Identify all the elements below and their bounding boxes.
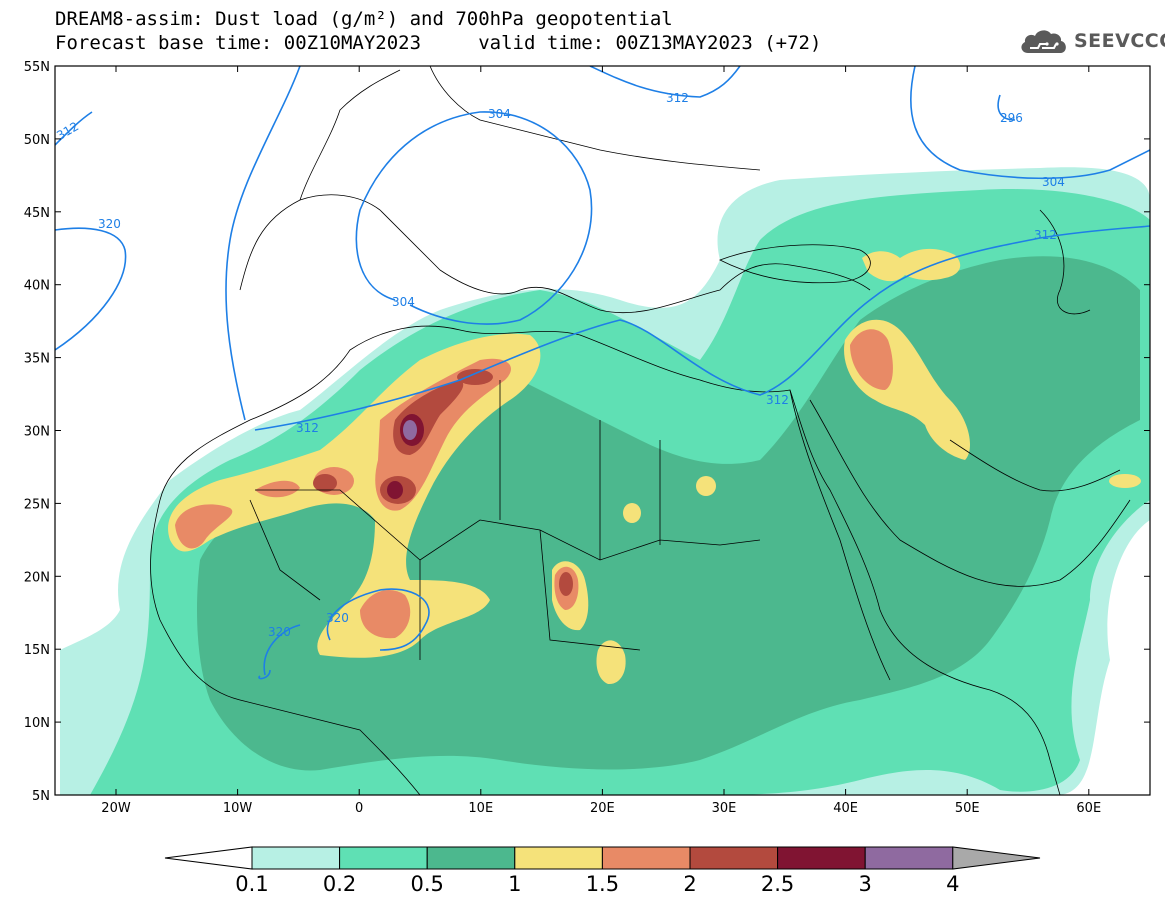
lon-label: 20E [590,801,615,816]
dust-level-1 [1109,474,1141,488]
dust-level-1 [862,248,961,282]
colorbar-level-label: 1.5 [585,872,620,896]
contour-label: 312 [1034,228,1057,242]
africa-coast [159,325,1061,795]
contour-label: 320 [98,217,121,231]
dust-shading [60,167,1150,795]
dust-level-1.5 [360,590,411,639]
contour-312-north [589,66,741,98]
dust-level-3 [403,420,417,440]
contour-label: 312 [766,393,789,407]
dust-level-1.5 [175,504,233,549]
dust-level-1.5 [375,358,511,511]
dust-level-2 [313,474,337,492]
colorbar-level-label: 4 [946,872,960,896]
map-title: DREAM8-assim: Dust load (g/m²) and 700hP… [55,8,673,30]
colorbar-over-arrow [952,846,1041,870]
lat-label: 30N [24,425,50,440]
colorbar-level-label: 1 [508,872,522,896]
colorbar-swatch [777,846,866,870]
contour-312-main [254,225,1150,431]
colorbar-swatch [426,846,516,870]
lon-label: 10E [468,801,493,816]
arabia-coast [809,399,1131,587]
lon-axis: 20W 10W 0 10E 20E 30E 40E 50E 60E [101,66,1101,816]
persian-gulf [949,439,1121,492]
geopotential-contours [55,66,1150,680]
colorbar-swatch [601,846,691,870]
colorbar-swatch [864,846,954,870]
lon-label: 60E [1076,801,1101,816]
lon-label: 0 [355,801,363,816]
contour-label: 320 [326,611,349,625]
colorbar-swatch [514,846,603,870]
dust-level-1.5 [255,480,300,498]
logo-text: SEEVCCC [1074,30,1165,52]
caspian-sea [1039,209,1091,315]
lat-label: 50N [24,133,50,148]
lat-label: 35N [24,352,50,367]
contour-label: 296 [1000,111,1023,125]
lon-label: 10W [223,801,253,816]
contour-label: 312 [666,91,689,105]
contour-label: 304 [392,295,415,309]
lat-label: 55N [24,60,50,75]
dust-level-2 [559,572,573,596]
dust-level-1.5 [850,329,893,390]
colorbar-level-label: 2.5 [760,872,795,896]
contour-label: 304 [488,107,511,121]
lat-label: 40N [24,279,50,294]
dust-level-1 [596,640,626,685]
dust-level-2 [457,369,493,385]
lon-label: 30E [712,801,737,816]
europe-coast [239,194,871,314]
lon-label: 40E [833,801,858,816]
contour-304 [225,66,593,421]
africa-west-coast [150,499,421,795]
lon-label: 20W [101,801,131,816]
colorbar-level-label: 0.2 [322,872,357,896]
colorbar-level-label: 3 [858,872,872,896]
lat-label: 20N [24,570,50,585]
colorbar-level-label: 0.5 [410,872,444,896]
lat-label: 5N [32,789,50,804]
colorbar-level-label: 2 [683,872,697,896]
colorbar-swatch [251,846,341,870]
lat-label: 15N [24,643,50,658]
lat-label: 45N [24,206,50,221]
contour-304-east [909,66,1150,180]
lat-label: 10N [24,716,50,731]
contour-312-west [55,111,93,146]
contour-label: 320 [268,625,291,639]
colorbar-level-label: 0.1 [235,872,269,896]
dust-level-1 [696,476,716,496]
african-borders [249,380,761,660]
contour-label-group: 312 304 312 296 320 304 304 312 312 312 … [54,91,1065,639]
lat-label: 25N [24,497,50,512]
lon-label: 50E [955,801,980,816]
contour-320-west [55,227,127,351]
forecast-time-line: Forecast base time: 00Z10MAY2023 valid t… [55,32,822,54]
dust-level-2.5 [387,481,403,499]
colorbar-swatch [689,846,779,870]
colorbar-under-arrow [164,846,253,870]
contour-320-africa [258,588,430,680]
seevccc-logo: SEEVCCC [1018,24,1165,58]
colorbar-swatch [339,846,428,870]
contour-296 [997,94,1016,121]
dust-level-1 [623,503,641,523]
contour-label: 312 [296,421,319,435]
colorbar [164,846,1041,870]
lat-axis: 55N 50N 45N 40N 35N 30N 25N 20N 15N 10N 5N [24,60,1150,804]
red-sea [789,389,891,681]
contour-label: 304 [1042,175,1065,189]
black-sea [718,244,871,284]
coastlines [150,66,1131,795]
cloud-icon [1021,30,1066,53]
